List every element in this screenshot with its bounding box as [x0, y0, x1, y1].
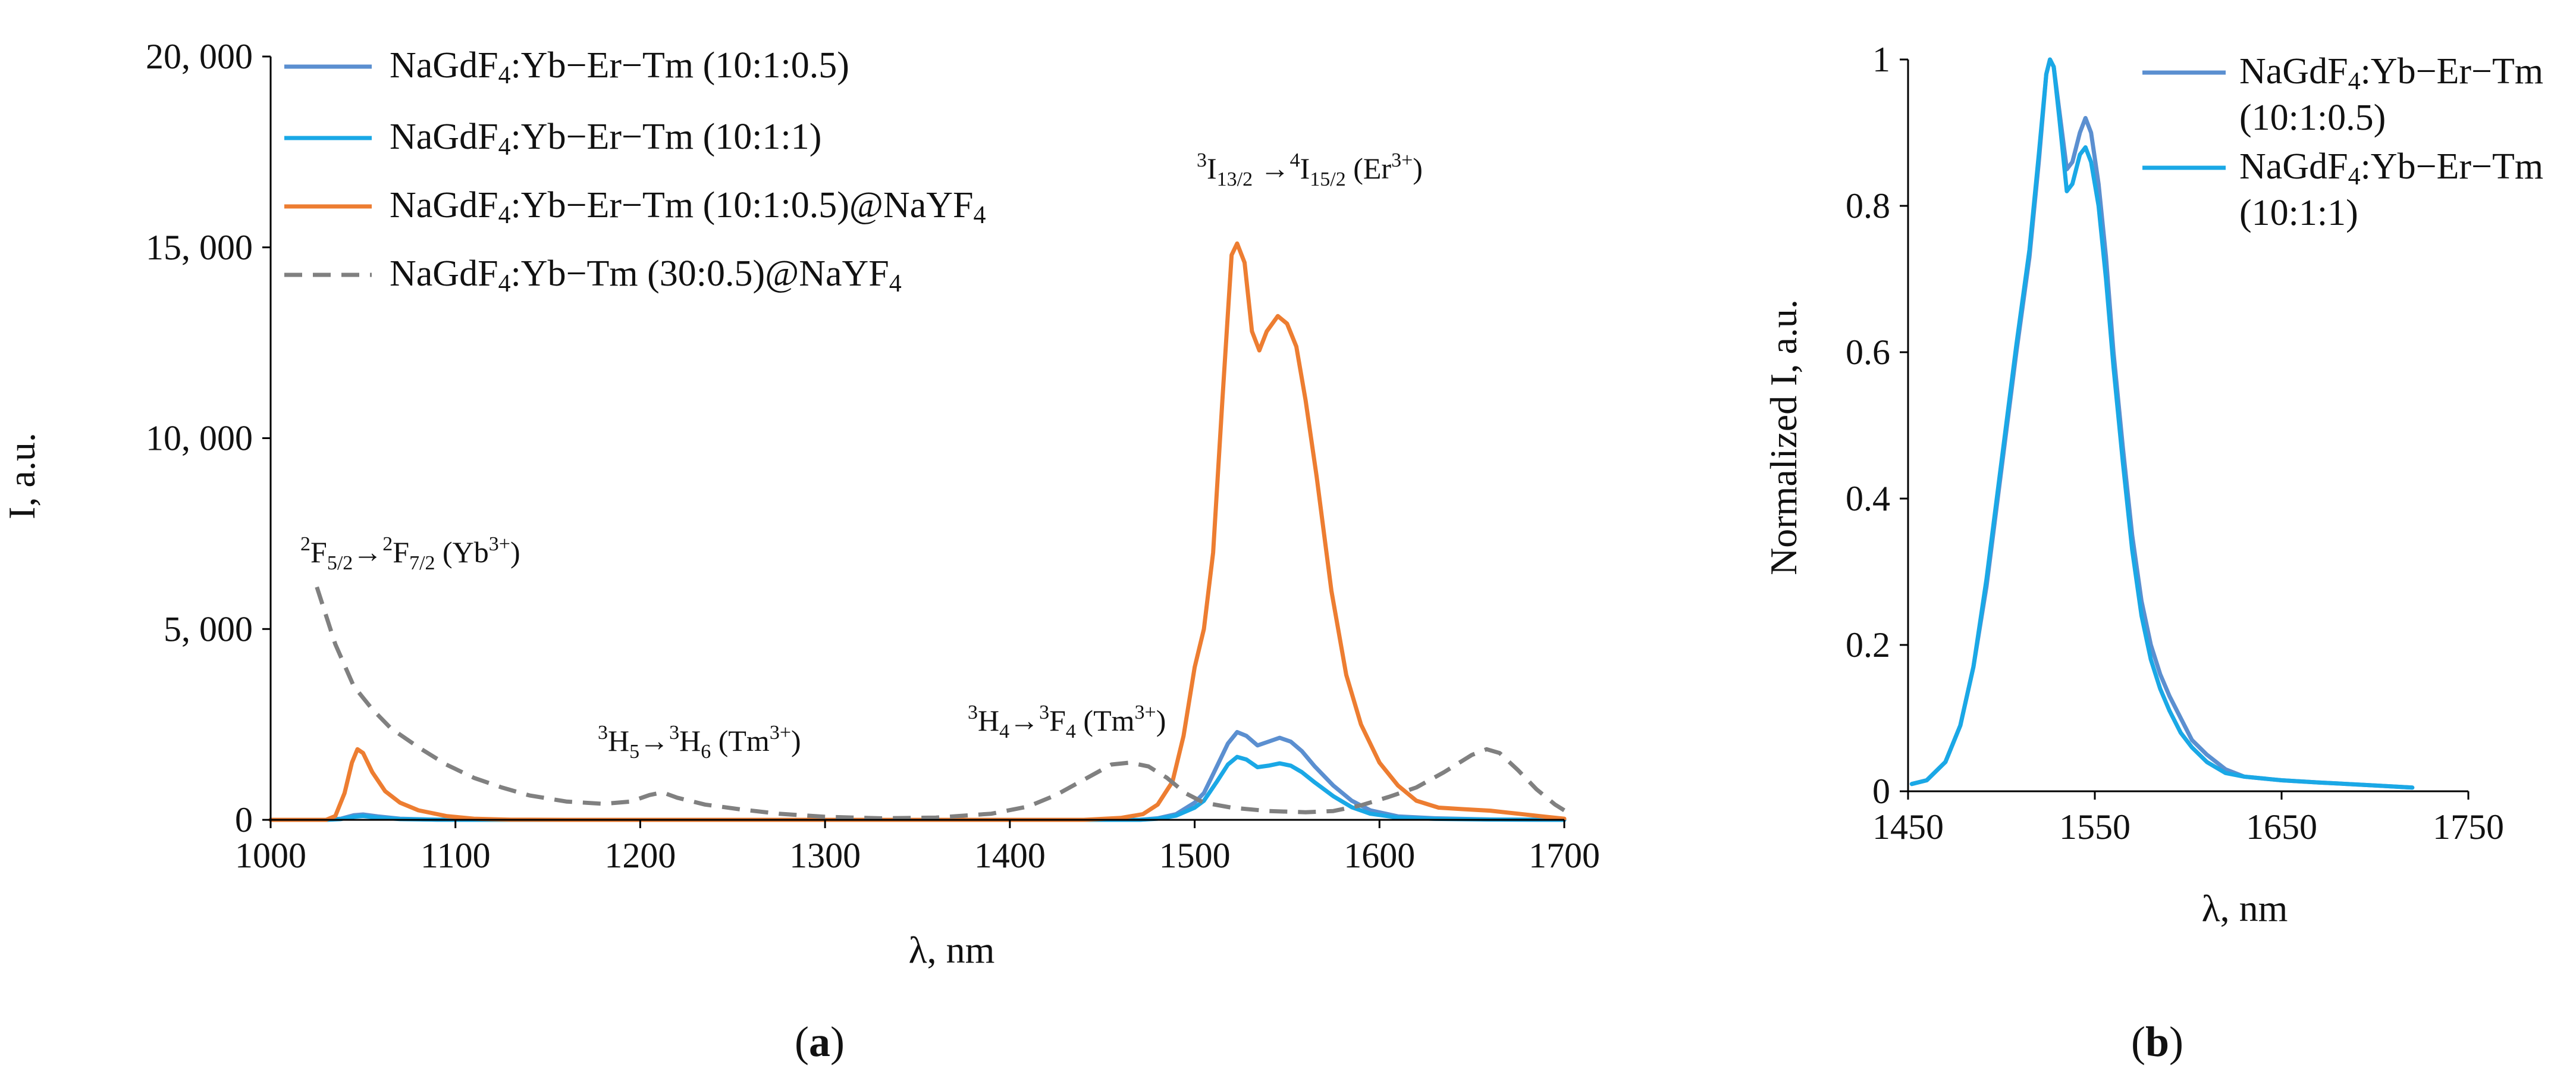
panel-a-y-tick-label: 0 — [235, 800, 253, 839]
panel-b-x-axis-title: λ, nm — [2202, 887, 2288, 929]
panel-a-series-group — [268, 241, 1567, 822]
panel-a-x-tick-label: 1200 — [604, 836, 676, 875]
panel-b-x-tick-label: 1450 — [1872, 807, 1944, 847]
panel-b-y-tick-label: 0.6 — [1846, 333, 1890, 372]
panel-b-y-tick-label: 0 — [1872, 772, 1890, 811]
panel-a-series-line-4 — [315, 586, 1565, 820]
panel-a-y-tick-label: 20, 000 — [146, 37, 253, 76]
chart-panel-a: 1000 1100 1200 1300 1400 1500 1600 1700 0 5, 000… — [1, 37, 1600, 1066]
panel-b-x-tick-label: 1550 — [2059, 807, 2131, 847]
panel-b-axes — [1907, 59, 2468, 792]
panel-a-y-axis-title: I, a.u. — [1, 433, 43, 519]
panel-b-series-line-2 — [1909, 57, 2415, 790]
panel-a-x-tick-label: 1100 — [421, 836, 491, 875]
annotation-tm-h5: 3H5→3H6 (Tm3+) — [598, 722, 801, 763]
panel-b-legend: NaGdF4:Yb−Er−Tm(10:1:0.5)NaGdF4:Yb−Er−Tm… — [2142, 51, 2543, 233]
panel-b-series-group — [1909, 57, 2415, 790]
panel-b-x-tick-labels: 1450 1550 1650 1750 — [1872, 791, 2504, 847]
panel-a-series-line-3 — [268, 241, 1567, 822]
annotation-tm-h4: 3H4→3F4 (Tm3+) — [968, 701, 1166, 742]
panel-b-label: (b) — [2131, 1018, 2183, 1066]
panel-b-y-tick-label: 0.8 — [1846, 186, 1890, 225]
panel-a-x-tick-label: 1300 — [789, 836, 861, 875]
panel-b-y-tick-label: 0.2 — [1846, 625, 1890, 665]
panel-a-annotations: 2F5/2→2F7/2 (Yb3+) 3H5→3H6 (Tm3+) 3H4→3F4 … — [300, 149, 1423, 763]
panel-b-x-tick-label: 1650 — [2246, 807, 2317, 847]
panel-a-y-tick-label: 15, 000 — [146, 228, 253, 267]
panel-a-y-tick-labels: 0 5, 000 10, 000 15, 000 20, 000 — [146, 37, 271, 839]
panel-b-y-tick-label: 1 — [1872, 40, 1890, 79]
panel-a-legend-label-3: NaGdF4:Yb−Er−Tm (10:1:0.5)@NaYF4 — [390, 185, 986, 229]
panel-a-x-tick-label: 1500 — [1159, 836, 1231, 875]
panel-b-legend-label-1: NaGdF4:Yb−Er−Tm — [2239, 51, 2543, 95]
panel-b-x-tick-label: 1750 — [2433, 807, 2504, 847]
panel-a-series-line-2 — [268, 754, 1567, 822]
panel-a-legend-label-1: NaGdF4:Yb−Er−Tm (10:1:0.5) — [390, 45, 849, 89]
chart-panel-b: 1450 1550 1650 1750 0 0.2 0.4 0.6 0.8 1 λ, nm No… — [1762, 40, 2543, 1066]
annotation-er: 3I13/2 →4I15/2 (Er3+) — [1197, 149, 1423, 190]
panel-b-legend-label-2-line2: (10:1:1) — [2239, 193, 2358, 233]
panel-b-legend-label-1-line2: (10:1:0.5) — [2239, 98, 2386, 138]
panel-b-legend-label-2: NaGdF4:Yb−Er−Tm — [2239, 146, 2543, 190]
panel-a-legend-label-2: NaGdF4:Yb−Er−Tm (10:1:1) — [390, 117, 821, 161]
panel-a-x-tick-label: 1000 — [235, 836, 306, 875]
annotation-yb: 2F5/2→2F7/2 (Yb3+) — [300, 533, 520, 574]
panel-a-x-axis-title: λ, nm — [909, 929, 995, 971]
panel-b-y-tick-labels: 0 0.2 0.4 0.6 0.8 1 — [1846, 40, 1908, 811]
panel-a-legend: NaGdF4:Yb−Er−Tm (10:1:0.5) NaGdF4:Yb−Er−T… — [284, 45, 986, 297]
panel-b-y-tick-label: 0.4 — [1846, 479, 1890, 518]
panel-a-x-tick-labels: 1000 1100 1200 1300 1400 1500 1600 1700 — [235, 820, 1600, 875]
panel-a-legend-label-4: NaGdF4:Yb−Tm (30:0.5)@NaYF4 — [390, 253, 902, 297]
panel-a-x-tick-label: 1700 — [1529, 836, 1600, 875]
panel-a-y-tick-label: 5, 000 — [164, 609, 253, 648]
panel-a-label: (a) — [795, 1018, 845, 1066]
panel-a-x-tick-label: 1400 — [974, 836, 1046, 875]
panel-b-y-axis-title: Normalized I, a.u. — [1762, 299, 1805, 575]
panel-a-x-tick-label: 1600 — [1344, 836, 1415, 875]
panel-a-y-tick-label: 10, 000 — [146, 419, 253, 458]
